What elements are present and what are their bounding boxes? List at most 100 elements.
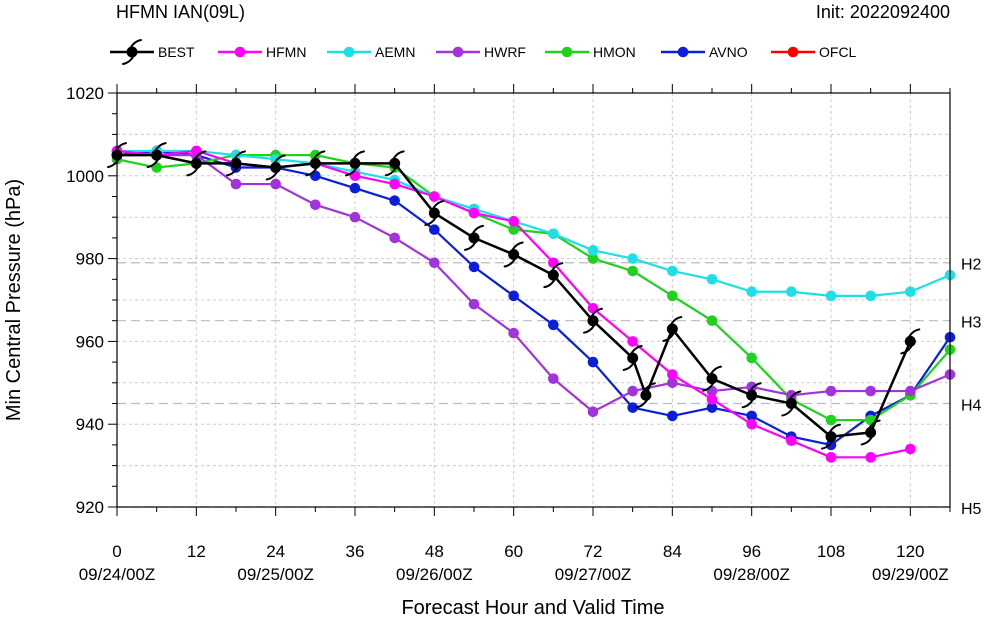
- hurricane-arm: [622, 361, 635, 371]
- legend: BEST HFMN AEMN HWRF HMON AVNO OFCL: [110, 39, 857, 65]
- legend-item-aemn: AEMN: [327, 44, 415, 60]
- y-tick-label: 940: [76, 415, 104, 434]
- data-point-hwrf: [865, 385, 876, 397]
- legend-item-hwrf: HWRF: [436, 44, 526, 60]
- valid-time-label: 09/28/00Z: [713, 565, 790, 584]
- hurricane-arm: [345, 167, 357, 177]
- hurricane-eye: [825, 431, 837, 443]
- data-point-hmon: [508, 224, 519, 235]
- data-point-hmon: [746, 352, 757, 364]
- x-tick-label: 48: [425, 542, 444, 561]
- hurricane-arm: [662, 332, 675, 342]
- hurricane-marker: [424, 200, 445, 227]
- hurricane-arm: [710, 365, 722, 375]
- hurricane-marker: [146, 142, 167, 169]
- hurricane-arm: [591, 307, 603, 317]
- hurricane-marker: [186, 150, 207, 177]
- legend-label: BEST: [158, 44, 195, 60]
- data-point-aemn: [786, 286, 797, 298]
- y-tick-label: 980: [76, 250, 104, 269]
- hurricane-marker: [662, 315, 683, 342]
- hurricane-marker: [503, 241, 524, 268]
- series-hmon: [111, 149, 956, 426]
- hurricane-marker: [345, 150, 365, 177]
- data-point-avno: [548, 319, 559, 331]
- data-point-hmon: [587, 253, 599, 264]
- valid-time-label: 09/29/00Z: [872, 565, 949, 584]
- hurricane-arm: [868, 419, 881, 429]
- hurricane-marker: [384, 150, 405, 177]
- legend-item-hmon: HMON: [545, 44, 636, 60]
- legend-marker: [234, 46, 246, 58]
- valid-time-label: 09/26/00Z: [396, 565, 473, 584]
- hurricane-marker: [226, 150, 246, 177]
- legend-marker: [452, 46, 464, 58]
- data-point-hwrf: [429, 257, 440, 269]
- data-point-hwrf: [389, 232, 400, 244]
- data-point-avno: [508, 290, 519, 302]
- data-point-hmon: [310, 149, 321, 161]
- legend-marker: [677, 46, 689, 58]
- hurricane-marker: [122, 39, 142, 65]
- data-point-hfmn: [627, 336, 638, 347]
- hurricane-marker: [583, 307, 603, 334]
- hurricane-arm: [464, 241, 476, 251]
- series-line-aemn: [117, 149, 951, 297]
- data-point-hfmn: [905, 443, 916, 455]
- hurricane-arm: [130, 39, 142, 48]
- hurricane-arm: [702, 382, 714, 392]
- series-line-best: [117, 153, 912, 438]
- hurricane-arm: [313, 150, 326, 160]
- valid-time-label: 09/25/00Z: [237, 565, 314, 584]
- hurricane-marker: [900, 328, 921, 355]
- hurricane-arm: [630, 344, 643, 354]
- data-point-avno: [587, 356, 599, 368]
- data-point-avno: [627, 402, 638, 413]
- hurricane-eye: [640, 389, 652, 401]
- series-best: [107, 142, 921, 450]
- x-tick-label: 120: [896, 542, 924, 561]
- data-point-avno: [389, 195, 400, 206]
- hurricane-arm: [265, 171, 278, 181]
- data-point-hfmn: [429, 191, 440, 202]
- hurricane-marker: [702, 365, 722, 392]
- hurricane-eye: [706, 373, 718, 385]
- category-label: H3: [961, 315, 982, 332]
- x-tick-label: 0: [112, 542, 121, 561]
- hurricane-arm: [122, 56, 134, 65]
- data-point-hfmn: [389, 178, 400, 190]
- legend-label: OFCL: [819, 44, 857, 60]
- hurricane-eye: [865, 426, 877, 438]
- hurricane-marker: [741, 382, 762, 409]
- axes: 0 12 24 36 48 60 72 84 96 108 120 09/24/00Z 09/25/00…: [66, 84, 951, 584]
- legend-marker: [787, 46, 799, 58]
- legend-item-hfmn: HFMN: [218, 44, 306, 60]
- hurricane-marker: [860, 419, 881, 446]
- hurricane-arm: [781, 407, 794, 417]
- hurricane-arm: [789, 390, 802, 400]
- hurricane-arm: [643, 382, 656, 392]
- hurricane-marker: [543, 262, 564, 289]
- data-point-aemn: [270, 153, 281, 165]
- data-point-hmon: [667, 290, 678, 302]
- init-time: Init: 2022092400: [816, 2, 950, 22]
- legend-item-avno: AVNO: [661, 44, 748, 60]
- data-point-avno: [667, 410, 678, 422]
- data-point-hfmn: [865, 452, 876, 463]
- data-point-aemn: [548, 228, 559, 240]
- data-point-hfmn: [825, 452, 837, 463]
- hurricane-arm: [749, 382, 762, 392]
- hurricane-arm: [511, 241, 524, 251]
- hurricane-arm: [635, 399, 648, 409]
- data-point-avno: [429, 224, 440, 235]
- data-point-aemn: [706, 274, 718, 285]
- hurricane-marker: [622, 344, 643, 371]
- data-point-aemn: [825, 290, 837, 302]
- y-tick-label: 1000: [66, 167, 104, 186]
- hurricane-arm: [353, 150, 365, 160]
- hurricane-arm: [543, 279, 556, 289]
- data-point-avno: [468, 261, 480, 273]
- hurricane-eye: [904, 335, 916, 347]
- hurricane-marker: [305, 150, 326, 177]
- x-tick-label: 60: [504, 542, 523, 561]
